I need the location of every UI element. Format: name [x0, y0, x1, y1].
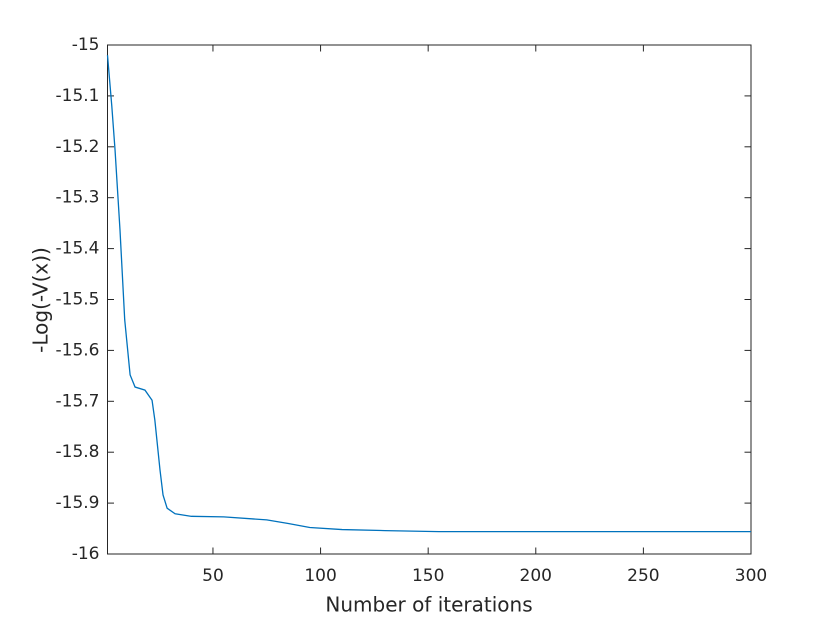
y-tick-label: -15.3 — [56, 188, 100, 208]
x-tick-label: 200 — [520, 566, 552, 586]
data-line — [106, 55, 751, 533]
x-tick-label: 250 — [627, 566, 659, 586]
y-tick-label: -15.4 — [56, 239, 100, 259]
y-tick-label: -16 — [72, 544, 100, 564]
x-tick-label: 300 — [735, 566, 767, 586]
x-tick-label: 50 — [202, 566, 224, 586]
y-tick-label: -15.1 — [56, 86, 100, 106]
y-tick-label: -15.7 — [56, 391, 100, 411]
plot-box — [107, 44, 752, 555]
x-axis-label: Number of iterations — [325, 593, 532, 617]
x-tick-label: 100 — [304, 566, 336, 586]
y-tick-label: -15 — [72, 35, 100, 55]
y-axis-label: -Log(-V(x)) — [29, 247, 53, 353]
y-tick-label: -15.2 — [56, 137, 100, 157]
y-tick-label: -15.6 — [56, 340, 100, 360]
y-tick-label: -15.9 — [56, 493, 100, 513]
y-tick-label: -15.5 — [56, 290, 100, 310]
x-tick-label: 150 — [412, 566, 444, 586]
y-tick-label: -15.8 — [56, 442, 100, 462]
